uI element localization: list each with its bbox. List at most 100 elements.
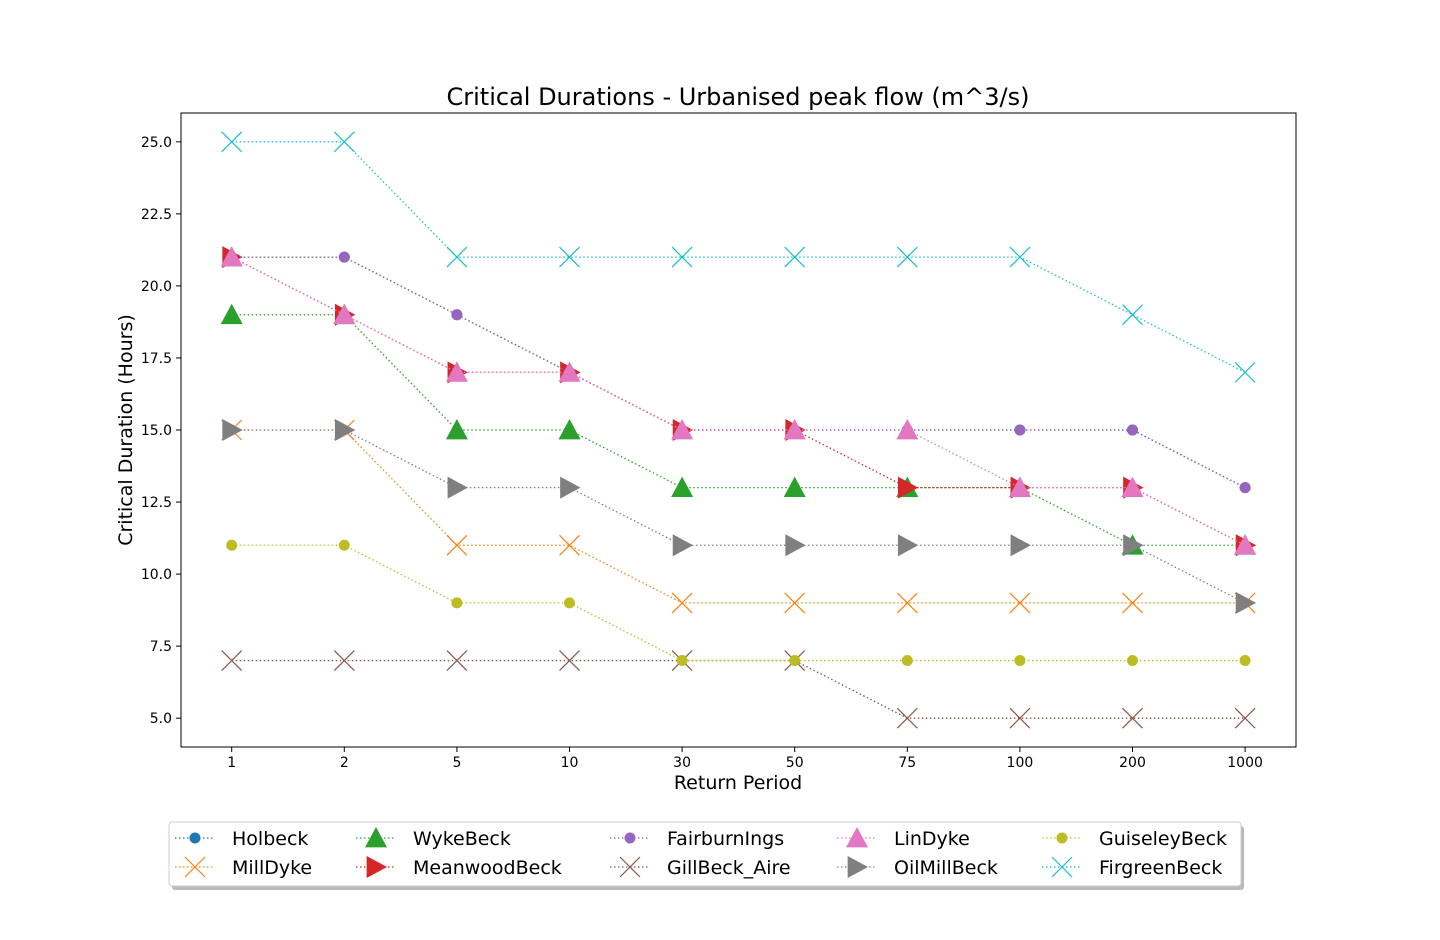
data-point [338,251,350,263]
data-point [1009,707,1031,729]
y-tick-label: 5.0 [150,711,172,727]
data-point [896,419,919,440]
data-point [451,597,463,609]
data-point [1121,476,1144,497]
y-tick-label: 12.5 [141,495,172,511]
y-tick-label: 17.5 [141,351,172,367]
data-point [896,707,918,729]
legend-label: FirgreenBeck [1099,857,1222,879]
chart-title: Critical Durations - Urbanised peak flow… [447,83,1030,111]
data-point [1127,655,1138,667]
data-point [1234,361,1256,383]
data-point [1122,707,1143,729]
data-point [221,131,243,153]
x-tick-label: 1 [227,755,236,771]
data-point [447,476,468,499]
x-tick-label: 50 [786,755,804,771]
x-tick-label: 100 [1007,755,1034,771]
legend-entry: WykeBeck [356,827,511,850]
series-line [231,429,1246,604]
data-point [451,309,463,321]
legend-marker [189,832,201,844]
legend-items: Holbeck MillDyke WykeBeck MeanwoodBeck Fairb… [175,827,1227,879]
data-point [221,650,243,671]
series-lindyke [220,246,1257,555]
series-line [231,256,1246,489]
legend-marker [184,856,206,878]
data-point [676,655,688,667]
legend-entry: FirgreenBeck [1042,856,1222,879]
x-axis-ticks: 1 2 5 10 30 50 75 100 200 1000 [227,747,1263,771]
x-tick-label: 10 [561,755,579,771]
legend-label: MeanwoodBeck [413,857,562,879]
data-point [446,246,468,268]
series-line [231,256,1246,546]
data-point [445,419,468,440]
series-line [231,314,1246,546]
data-point [445,361,468,382]
series-guiseleybeck [226,539,1251,667]
series-line [231,141,1246,373]
series-layer [220,131,1257,729]
data-point [564,597,575,609]
y-tick-label: 7.5 [150,639,172,655]
data-point [784,246,806,268]
series-line [231,256,1246,489]
data-point [671,419,694,440]
legend-marker [846,827,868,848]
legend-marker [1056,832,1068,844]
data-point [901,655,913,667]
series-line [231,659,1246,719]
series-oilmillbeck [222,419,1257,614]
series-line [231,544,1246,662]
data-point [1239,655,1251,667]
series-milldyke [221,419,1256,614]
data-point [1010,534,1031,557]
legend-label: LinDyke [894,828,970,850]
series-meanwoodbeck [222,246,1257,557]
x-tick-label: 2 [340,755,349,771]
legend-marker [624,832,636,844]
series-line [231,256,1246,546]
data-point [896,592,918,614]
series-firgreenbeck [221,131,1256,383]
legend-marker [847,856,868,878]
data-point [446,534,468,556]
series-wykebeck [220,303,1257,555]
data-point [896,246,918,268]
legend-marker [366,856,387,878]
data-point [671,246,693,268]
data-point [783,419,806,440]
data-point [784,592,806,614]
data-point [560,476,581,499]
data-point [559,246,580,268]
x-tick-label: 5 [452,755,461,771]
data-point [220,303,243,325]
legend-entry: MeanwoodBeck [356,856,562,879]
legend-label: MillDyke [232,857,312,879]
x-axis-label: Return Period [674,772,802,794]
legend-marker [619,856,641,878]
data-point [559,650,580,671]
y-tick-label: 15.0 [141,423,172,439]
data-point [1009,246,1031,268]
data-point [783,476,806,497]
legend-label: WykeBeck [413,828,511,850]
legend-entry: GuiseleyBeck [1042,828,1227,850]
legend-entry: FairburnIngs [610,828,784,850]
data-point [1122,304,1143,326]
data-point [1239,482,1251,494]
legend-label: GuiseleyBeck [1099,828,1227,850]
data-point [1122,592,1143,614]
data-point [1014,424,1026,436]
y-axis-ticks: 5.0 7.5 10.0 12.5 15.0 17.5 20.0 22.5 25.0 [141,135,181,727]
data-point [897,534,919,557]
data-point [671,592,693,614]
y-axis-label: Critical Duration (Hours) [115,314,137,546]
data-point [334,419,356,441]
data-point [226,539,238,551]
series-holbeck [226,251,1251,494]
data-point [446,650,468,671]
x-tick-label: 30 [673,755,691,771]
